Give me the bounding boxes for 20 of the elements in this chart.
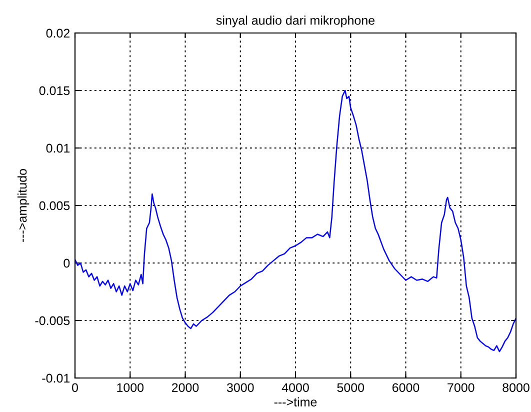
line-series	[75, 90, 516, 352]
x-tick-label: 6000	[392, 383, 420, 392]
y-tick-label: 0.02	[46, 28, 70, 38]
y-tick-label: 0.015	[39, 86, 70, 96]
y-tick-label: -0.01	[42, 374, 70, 383]
x-tick-label: 5000	[337, 383, 364, 392]
y-tick-label: 0.005	[39, 201, 70, 210]
x-tick-label: 4000	[282, 383, 309, 392]
x-tick-label: 8000	[502, 383, 530, 392]
x-tick-label: 3000	[226, 383, 254, 392]
y-tick-label: 0	[64, 258, 70, 268]
x-axis-title: --->time	[274, 397, 317, 406]
x-tick-label: 2000	[172, 383, 199, 392]
y-axis-title: --->amplitudo	[17, 169, 30, 242]
y-tick-label: -0.005	[35, 316, 70, 326]
x-tick-label: 1000	[117, 383, 144, 392]
chart-title: sinyal audio dari mikrophone	[216, 16, 375, 28]
x-tick-label: 0	[72, 383, 78, 392]
y-tick-label: 0.01	[46, 144, 70, 153]
x-tick-label: 7000	[448, 383, 474, 392]
